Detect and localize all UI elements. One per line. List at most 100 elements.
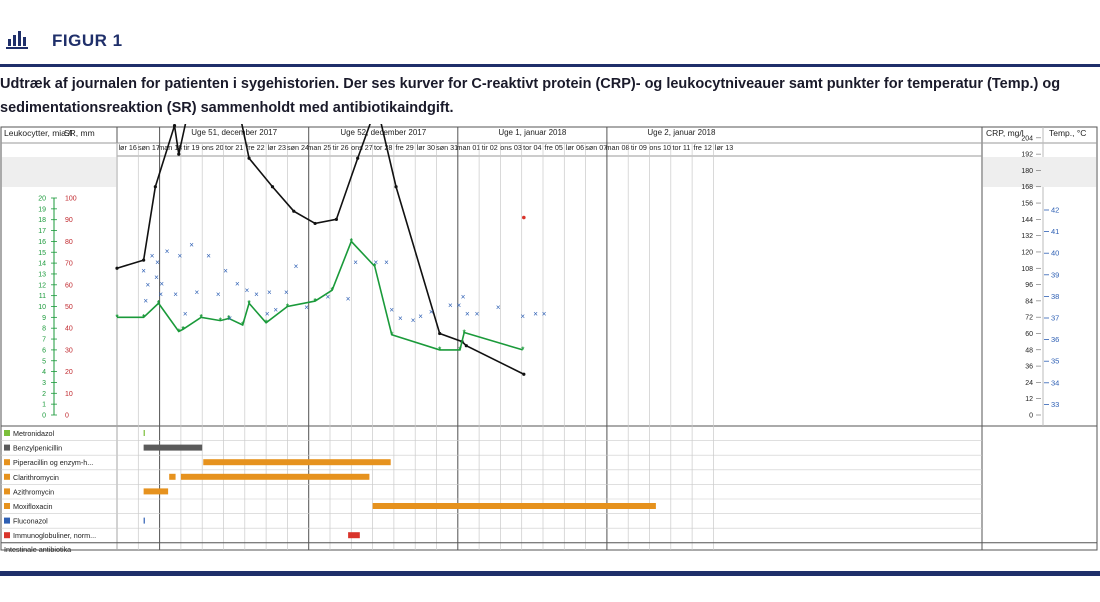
temp-point: × [533,310,538,319]
temp-point: × [245,286,250,295]
leuko-point: * [286,302,290,311]
drug-bar [143,488,169,495]
leuko-point: * [115,313,119,322]
drug-swatch [4,444,10,451]
footer-row-label: Intestinale antibiotika [4,545,71,554]
footer-rule [0,571,1100,576]
left-axis-band [2,157,116,187]
sr-axis-header: SR, mm [64,128,95,138]
temp-point: × [159,279,164,288]
day-label: fre 05 [544,143,562,152]
crp-line [116,124,525,375]
temp-point: × [195,288,200,297]
temp-point: × [520,312,525,321]
leuko-tick-label: 6 [42,347,46,354]
drug-name: Moxifloxacin [13,502,53,511]
temp-tick-label: 34 [1051,378,1059,387]
temp-point: × [143,297,148,306]
crp-point [438,331,442,336]
drug-bar [203,459,391,466]
crp-tick-label: 24 [1025,380,1033,387]
crp-point [270,185,275,189]
leuko-tick-label: 8 [42,326,46,333]
temp-tick-label: 33 [1051,400,1059,409]
leuko-point: * [331,286,335,295]
temp-point: × [346,295,351,304]
day-label: søn 24 [287,143,309,152]
temp-point: × [267,288,272,297]
leuko-point: * [247,299,251,308]
leuko-point: * [157,299,161,308]
day-label: tir 09 [631,143,647,152]
day-label: ons 10 [649,143,671,152]
drug-bar [348,532,360,539]
temp-point: × [496,303,501,312]
drug-swatch [4,517,10,524]
temp-point: × [165,247,170,256]
temp-point: × [294,262,299,271]
crp-tick-label: 0 [1029,413,1033,420]
day-label: man 01 [456,143,480,152]
temp-point: × [418,312,423,321]
day-label: ons 03 [500,143,522,152]
crp-axis-header: CRP, mg/l [986,128,1024,138]
crp-tick-label: 156 [1021,201,1033,208]
sr-tick-label: 70 [65,261,73,268]
temp-point: × [465,310,470,319]
day-label: lør 13 [715,143,733,152]
temp-point: × [154,273,159,282]
temp-point: × [326,292,331,301]
drug-name: Fluconazol [13,517,48,526]
crp-tick-label: 144 [1021,217,1033,224]
crp-point [356,156,360,160]
leuko-point: * [463,328,467,337]
crp-tick-label: 84 [1025,298,1033,305]
leuko-tick-label: 1 [42,402,46,409]
drug-bar [143,517,145,524]
day-label: man 08 [606,143,630,152]
temp-point: × [475,310,480,319]
leuko-tick-label: 3 [42,380,46,387]
drug-swatch [4,503,10,509]
crp-point [394,185,398,189]
crp-point [522,372,526,376]
week-label: Uge 51, december 2017 [191,128,277,137]
leuko-tick-label: 11 [39,293,46,300]
temp-tick-label: 38 [1051,292,1059,301]
temp-point: × [304,303,309,312]
sr-tick-label: 0 [65,413,69,420]
right-axis-band [983,157,1096,187]
day-label: lør 16 [118,143,136,152]
crp-point [313,221,317,226]
leuko-tick-label: 18 [38,217,46,224]
crp-tick-label: 36 [1025,364,1033,371]
leuko-tick-label: 17 [38,228,46,235]
sr-tick-label: 50 [65,304,73,311]
drug-name: Azithromycin [13,487,54,496]
crp-point [115,266,119,270]
figure-caption: Udtræk af journalen for patienten i syge… [0,76,1061,116]
drug-bar [180,473,370,480]
day-label: tor 04 [523,143,541,152]
sr-tick-label: 80 [65,239,73,246]
temp-point: × [429,308,434,317]
leuko-point: * [521,346,525,355]
crp-tick-label: 12 [1025,396,1033,403]
crp-tick-label: 72 [1025,315,1033,322]
temp-point: × [265,310,270,319]
drug-name: Clarithromycin [13,473,59,482]
crp-tick-label: 204 [1021,135,1033,142]
temp-point: × [158,290,163,299]
leuko-tick-label: 2 [42,391,46,398]
leuko-tick-label: 13 [38,271,46,278]
leuko-point: * [373,262,377,271]
crp-tick-label: 48 [1025,347,1033,354]
crp-point [334,217,338,221]
week-label: Uge 1, januar 2018 [498,128,567,137]
temp-point: × [235,279,240,288]
leuko-tick-label: 15 [38,250,46,257]
crp-tick-label: 120 [1021,249,1033,256]
temp-tick-label: 37 [1051,314,1059,323]
leuko-point: * [390,331,394,340]
